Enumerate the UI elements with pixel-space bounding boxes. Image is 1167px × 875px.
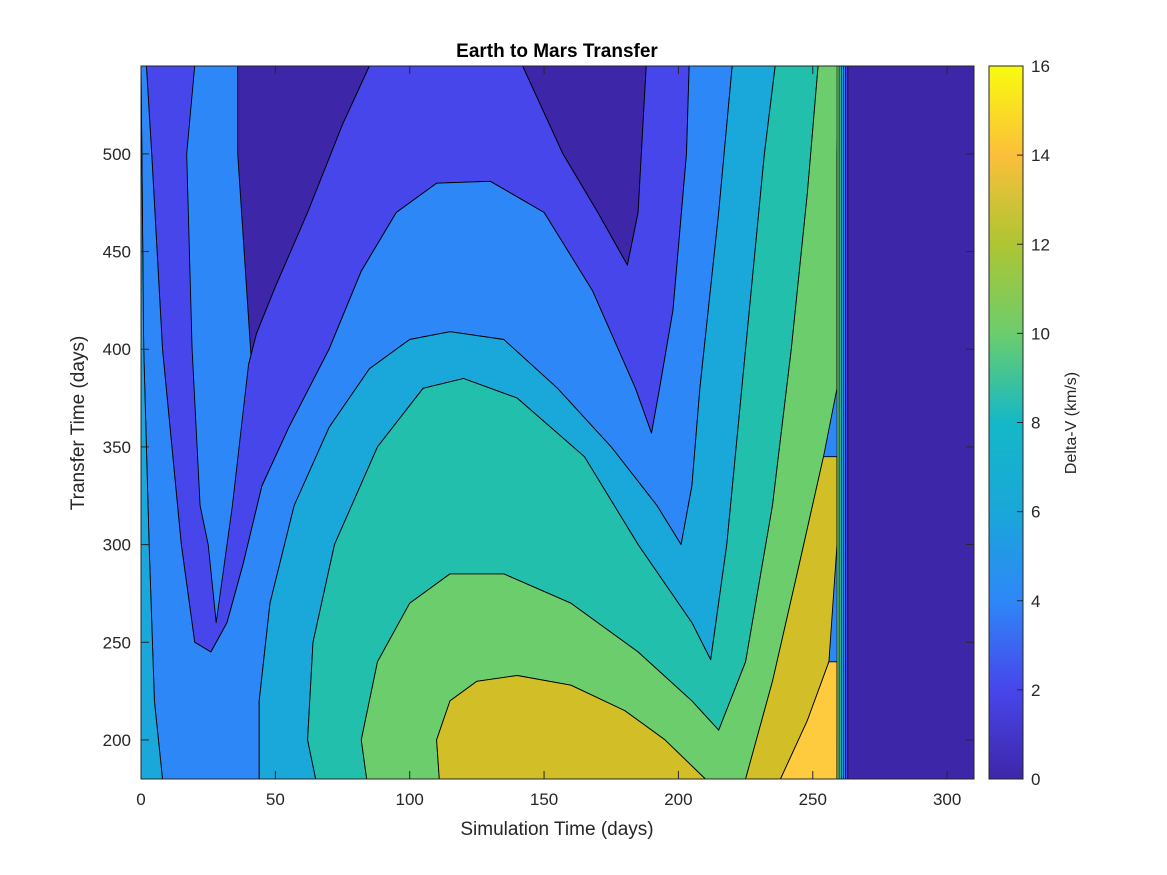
x-axis-label: Simulation Time (days) [460, 819, 653, 840]
colorbar-tick-label: 8 [1031, 414, 1040, 433]
y-tick-label: 450 [103, 243, 131, 262]
colorbar: 0 2 4 6 8 10 12 14 16 [988, 57, 1050, 789]
x-tick-label: 150 [530, 790, 558, 809]
plot-frame [140, 65, 975, 780]
colorbar-tick-label: 2 [1031, 681, 1040, 700]
x-tick-label: 300 [933, 790, 961, 809]
contour-region-6-0 [436, 675, 706, 779]
x-tick-label: 200 [664, 790, 692, 809]
x-tick-label: 0 [136, 790, 145, 809]
y-axis: 200 250 300 350 400 450 500 [103, 145, 974, 750]
transition-band-3 [843, 66, 846, 779]
y-tick-label: 400 [103, 340, 131, 359]
y-axis-label: Transfer Time (days) [68, 336, 89, 511]
x-tick-label: 100 [396, 790, 424, 809]
contour-region-0-2 [847, 66, 974, 779]
colorbar-tick-label: 14 [1031, 146, 1050, 165]
y-tick-label: 350 [103, 438, 131, 457]
colorbar-tick-label: 10 [1031, 324, 1050, 343]
plot-area [141, 66, 974, 779]
x-axis: 0 50 100 150 200 250 300 [136, 66, 961, 809]
y-tick-label: 300 [103, 536, 131, 555]
colorbar-tick-label: 12 [1031, 235, 1050, 254]
colorbar-tick-label: 4 [1031, 592, 1040, 611]
colorbar-tick-label: 0 [1031, 770, 1040, 789]
colorbar-tick-label: 16 [1031, 57, 1050, 76]
contour-region-3-0 [141, 66, 163, 779]
transition-band-1 [838, 66, 842, 779]
y-tick-label: 200 [103, 731, 131, 750]
colorbar-label: Delta-V (km/s) [1063, 372, 1080, 474]
colorbar-tick-label: 6 [1031, 503, 1040, 522]
x-tick-label: 250 [799, 790, 827, 809]
transition-band-4 [845, 66, 849, 779]
x-tick-label: 50 [266, 790, 285, 809]
y-tick-label: 250 [103, 633, 131, 652]
chart-title: Earth to Mars Transfer [456, 41, 658, 62]
y-tick-label: 500 [103, 145, 131, 164]
